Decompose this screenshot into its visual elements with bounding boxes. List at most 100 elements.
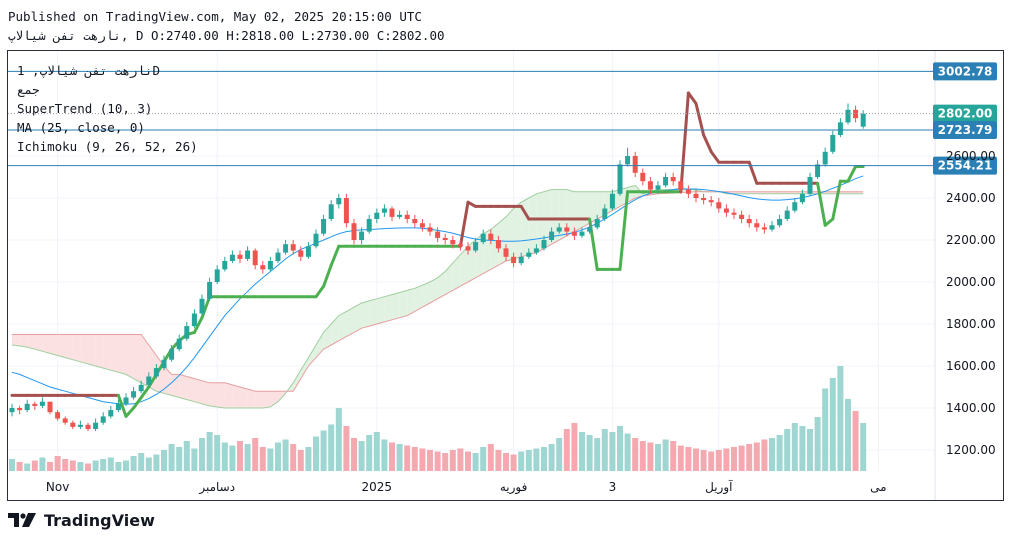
candle-body [397, 214, 403, 217]
volume-bar [244, 444, 251, 471]
volume-bar [465, 451, 471, 471]
candle-body [511, 256, 517, 264]
cloud-segment [369, 298, 377, 327]
candle-body [313, 233, 319, 247]
volume-bar [632, 438, 639, 471]
price-levels: 3002.78 2802.00 2723.79 2554.21 [8, 62, 997, 175]
candle-body [807, 177, 813, 194]
y-tick-label: 1200.00 [946, 443, 996, 457]
volume-bar [31, 460, 38, 471]
cloud-segment [734, 191, 742, 194]
candle-body [153, 368, 159, 377]
ohlc-line: نارهت تفن شیالاپ, D O:2740.00 H:2818.00 … [8, 28, 445, 43]
chart-frame[interactable] [7, 50, 1004, 501]
candle-body [427, 227, 433, 232]
cloud-segment [323, 324, 332, 350]
price-tag-bg [933, 156, 997, 175]
legend-supertrend[interactable]: SuperTrend (10, 3) [17, 101, 153, 116]
y-tick-label: 2200.00 [946, 233, 996, 247]
cloud-segment [582, 191, 590, 228]
cloud-segment [224, 382, 233, 408]
candle-body [336, 198, 342, 205]
candles [9, 103, 866, 432]
supertrend-segment [458, 200, 470, 248]
candle-body [701, 198, 707, 201]
cloud-segment [331, 315, 339, 345]
supertrend-segment [329, 244, 341, 267]
candle-body [290, 244, 296, 251]
volume-bar [510, 454, 517, 471]
candle-body [457, 244, 463, 247]
volume-bar [328, 424, 335, 471]
candle-body [381, 208, 387, 213]
x-tick-label: Nov [46, 480, 69, 494]
volume-bar [381, 439, 388, 471]
cloud-segment [764, 191, 772, 194]
cloud-segment [19, 334, 28, 348]
candle-body [617, 164, 623, 194]
cloud-segment [437, 271, 446, 299]
tradingview-brand[interactable]: TradingView [8, 507, 155, 533]
candle-body [663, 177, 669, 186]
candle-body [412, 219, 418, 224]
volume-bar [503, 453, 509, 471]
candle-body [473, 242, 479, 251]
candle-body [792, 202, 798, 211]
volume-bar [457, 448, 464, 471]
candle-body [298, 250, 304, 257]
candle-body [777, 219, 783, 226]
supertrend-line [10, 91, 865, 418]
volume-bar [647, 442, 654, 471]
cloud-segment [848, 191, 856, 194]
volume-bar [100, 459, 107, 471]
cloud-segment [270, 391, 278, 407]
candle-body [541, 240, 547, 249]
supertrend-segment [816, 181, 827, 227]
candle-body [761, 227, 767, 230]
volume-bar [822, 388, 829, 471]
volume-bar [343, 426, 350, 471]
candle-body [55, 412, 61, 419]
price-tag: 2554.21 [933, 156, 997, 175]
volume-bar [571, 423, 578, 471]
cloud-segment [126, 334, 134, 379]
cloud-segment [566, 189, 575, 236]
candle-body [267, 261, 273, 270]
supertrend-segment [686, 91, 698, 105]
volume-bar [655, 444, 661, 471]
price-tag-bg [933, 121, 997, 140]
x-tick-label: 3 [609, 480, 617, 494]
cloud-segment [460, 246, 468, 287]
legend-ichimoku[interactable]: Ichimoku (9, 26, 52, 26) [17, 139, 198, 154]
volume-bar [617, 426, 623, 471]
price-tag-label: 3002.78 [938, 64, 993, 78]
volume-bar [168, 444, 175, 471]
legend-ma[interactable]: MA (25, close, 0) [17, 120, 145, 135]
candle-body [442, 237, 448, 240]
candle-body [632, 156, 638, 173]
cloud-segment [589, 191, 598, 224]
volume-bar [54, 456, 61, 471]
volume-bar [411, 447, 418, 471]
volume-bar [525, 450, 532, 471]
legend-symbol[interactable]: نارهت تفن شیالاپ, 1D [17, 63, 160, 78]
volume-bar [480, 447, 487, 471]
volume-bar [738, 445, 745, 471]
candle-body [769, 225, 775, 230]
volume-bar [77, 462, 84, 471]
volume-bar [495, 450, 502, 471]
cloud-segment [392, 292, 400, 320]
candle-body [199, 298, 205, 314]
volume-bar [92, 460, 99, 471]
candle-body [822, 151, 828, 165]
cloud-segment [34, 334, 43, 352]
candle-body [108, 410, 114, 417]
cloud-segment [384, 294, 392, 322]
cloud-segment [787, 191, 795, 194]
volume-bar [335, 408, 342, 471]
volume-bar [275, 442, 281, 471]
candle-body [533, 248, 539, 253]
candle-body [100, 416, 106, 423]
candle-body [647, 181, 653, 190]
